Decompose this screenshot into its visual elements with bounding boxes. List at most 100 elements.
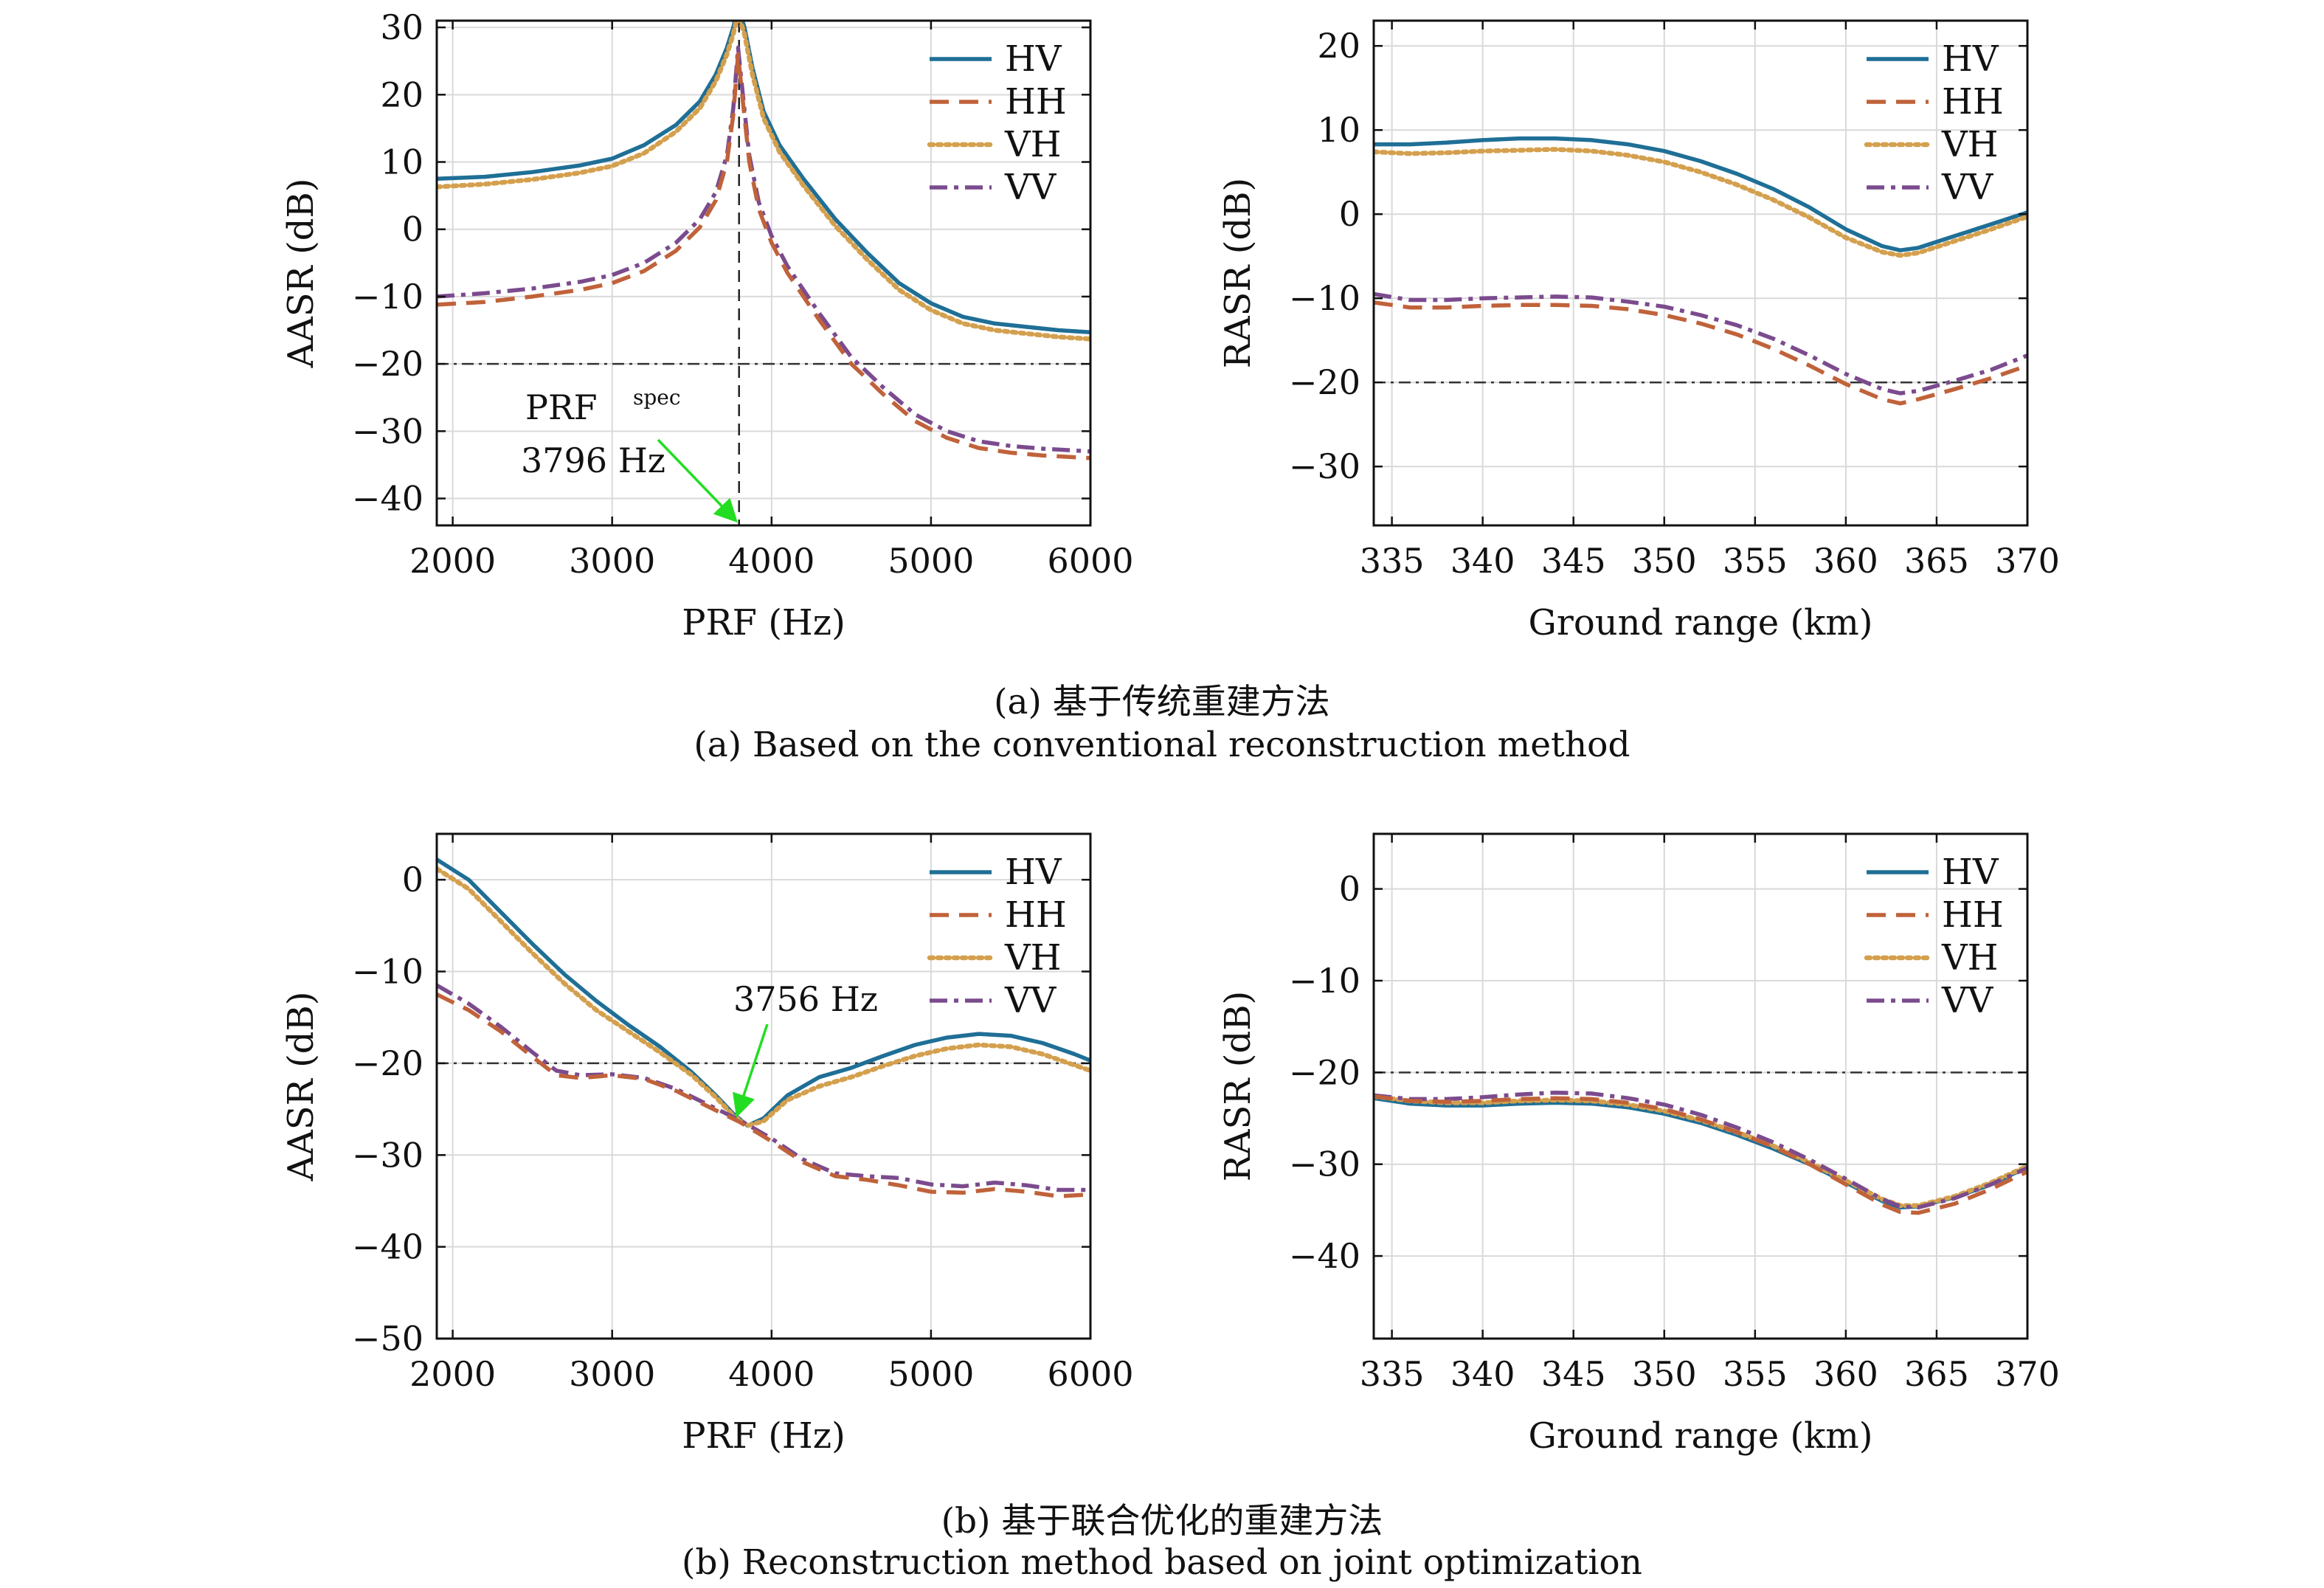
y-tick-label: −40 <box>1289 1236 1360 1276</box>
x-tick-label: 340 <box>1450 541 1515 581</box>
y-tick-label: −30 <box>352 1135 423 1175</box>
x-tick-label: 3000 <box>569 1354 655 1394</box>
y-tick-label: 20 <box>380 75 423 114</box>
legend-label-hh: HH <box>1942 81 2004 122</box>
legend-label-vh: VH <box>1004 937 1062 978</box>
x-tick-label: 335 <box>1360 1354 1425 1394</box>
annotation-arrow <box>657 438 738 523</box>
y-axis-label: AASR (dB) <box>280 991 322 1181</box>
x-tick-label: 4000 <box>728 541 815 581</box>
caption-b-en: (b) Reconstruction method based on joint… <box>682 1542 1642 1583</box>
series-group <box>437 21 1090 460</box>
legend-label-vv: VV <box>1004 980 1057 1021</box>
annotation-optimal-prf: 3756 Hz <box>733 979 878 1019</box>
legend-label-hh: HH <box>1005 81 1067 122</box>
panel-b-right: 335 340 345 350 355 360 365 370 −40 −30 −20 −10 0 Gro… <box>1217 832 2060 1457</box>
x-tick-label: 370 <box>1995 541 2060 581</box>
series-line-hh <box>437 52 1090 460</box>
y-tick-label: 30 <box>380 7 423 47</box>
series-line-hh <box>1374 1094 2027 1215</box>
annotation-prf-spec-sup: spec <box>633 385 681 410</box>
series-group <box>1374 136 2027 406</box>
legend-label-vv: VV <box>1941 167 1994 208</box>
panel-a-left: 2000 3000 4000 5000 6000 −40 −30 −20 −10 0 10 20 30 P… <box>280 7 1134 643</box>
y-tick-label: 20 <box>1317 26 1360 66</box>
y-tick-label: −40 <box>352 479 423 519</box>
y-tick-label: −10 <box>1289 278 1360 318</box>
legend-label-hh: HH <box>1005 894 1067 936</box>
x-tick-label: 365 <box>1904 541 1969 581</box>
legend-label-hv: HV <box>1005 852 1062 893</box>
legend-label-vh: VH <box>1004 124 1062 165</box>
x-tick-label: 6000 <box>1047 1354 1133 1394</box>
series-line-vh <box>437 21 1090 342</box>
y-axis-label: RASR (dB) <box>1217 178 1259 369</box>
x-axis-label: PRF (Hz) <box>682 1415 845 1457</box>
x-tick-label: 350 <box>1632 1354 1697 1394</box>
series-line-vh <box>437 866 1090 1128</box>
caption-b-cn: (b) 基于联合优化的重建方法 <box>941 1501 1383 1542</box>
y-tick-label: −10 <box>1289 961 1360 1001</box>
y-tick-label: 0 <box>402 860 423 900</box>
annotation-arrow <box>733 1023 769 1118</box>
series-line-vh <box>1374 147 2027 258</box>
x-tick-label: 2000 <box>409 1354 496 1394</box>
x-tick-label: 360 <box>1813 541 1878 581</box>
legend-label-vv: VV <box>1004 167 1057 208</box>
annotation-prf-spec: PRF <box>525 387 598 427</box>
y-axis-label: RASR (dB) <box>1217 991 1259 1182</box>
x-tick-label: 5000 <box>888 541 974 581</box>
y-axis-label: AASR (dB) <box>280 178 322 368</box>
legend-label-vh: VH <box>1941 937 1999 978</box>
y-tick-label: −20 <box>352 344 423 384</box>
x-tick-label: 370 <box>1995 1354 2060 1394</box>
y-tick-label: −20 <box>352 1043 423 1083</box>
y-tick-label: 10 <box>380 142 423 182</box>
plot-frame <box>1372 832 2029 1340</box>
series-line-hv <box>1374 136 2027 252</box>
y-tick-label: −20 <box>1289 1052 1360 1092</box>
x-tick-label: 365 <box>1904 1354 1969 1394</box>
panel-b-left: 2000 3000 4000 5000 6000 −50 −40 −30 −20 −10 0 PRF … <box>280 832 1134 1457</box>
series-line-vh <box>1374 1094 2027 1208</box>
y-tick-label: 10 <box>1317 110 1360 150</box>
plot-frame <box>435 832 1092 1340</box>
y-tick-label: −30 <box>352 411 423 451</box>
panel-a-right: 335 340 345 350 355 360 365 370 −30 −20 −10 0 10 20 Gr… <box>1217 19 2060 643</box>
x-tick-label: 2000 <box>409 541 496 581</box>
x-tick-label: 3000 <box>569 541 655 581</box>
x-tick-label: 355 <box>1723 541 1788 581</box>
series-group <box>1374 1090 2027 1215</box>
y-tick-label: −10 <box>352 952 423 992</box>
x-tick-label: 345 <box>1541 541 1606 581</box>
caption-a-cn: (a) 基于传统重建方法 <box>994 682 1330 722</box>
x-axis-label: Ground range (km) <box>1529 1415 1873 1457</box>
x-tick-label: 6000 <box>1047 541 1133 581</box>
x-axis-label: Ground range (km) <box>1529 602 1873 643</box>
series-group <box>437 857 1090 1198</box>
x-tick-label: 5000 <box>888 1354 974 1394</box>
series-line-vv <box>1374 1090 2027 1209</box>
y-tick-label: −40 <box>352 1227 423 1267</box>
x-tick-label: 345 <box>1541 1354 1606 1394</box>
series-line-hh <box>437 992 1090 1198</box>
legend-label-vv: VV <box>1941 980 1994 1021</box>
y-tick-label: −30 <box>1289 1145 1360 1184</box>
x-tick-label: 4000 <box>728 1354 815 1394</box>
x-tick-label: 340 <box>1450 1354 1515 1394</box>
plot-frame <box>435 19 1092 527</box>
y-tick-label: −50 <box>352 1319 423 1359</box>
legend-label-hv: HV <box>1942 38 1999 80</box>
x-tick-label: 360 <box>1813 1354 1878 1394</box>
legend-label-hv: HV <box>1942 852 1999 893</box>
annotation-prf-value: 3796 Hz <box>521 441 665 480</box>
y-tick-label: 0 <box>1339 869 1360 909</box>
series-line-vv <box>1374 291 2027 396</box>
y-tick-label: −30 <box>1289 446 1360 486</box>
x-tick-label: 335 <box>1360 541 1425 581</box>
series-line-hv <box>437 21 1090 335</box>
plot-frame <box>1372 19 2029 527</box>
x-axis-label: PRF (Hz) <box>682 602 845 643</box>
caption-a-en: (a) Based on the conventional reconstruc… <box>694 725 1630 765</box>
legend-label-hv: HV <box>1005 38 1062 80</box>
